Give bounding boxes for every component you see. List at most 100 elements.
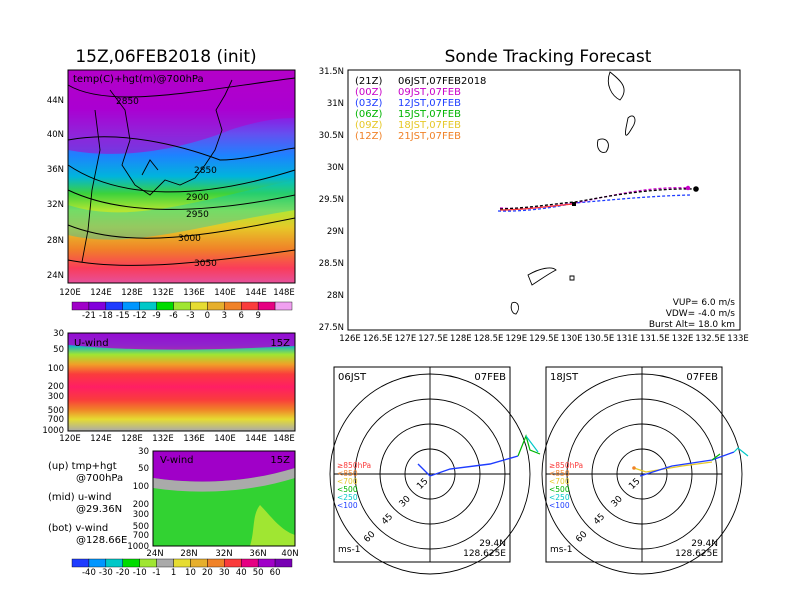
p-tick: 50: [138, 464, 149, 474]
colorbar-label: -10: [133, 568, 147, 578]
lon-tick: 127.5E: [418, 334, 448, 344]
u-wind-upper: [68, 333, 295, 350]
legend-code: (21Z): [355, 76, 382, 87]
colorbar-label: 50: [253, 568, 264, 578]
colorbar-swatch: [105, 301, 123, 311]
lon-tick: 132E: [672, 334, 694, 344]
legend-code: (09Z): [355, 120, 382, 131]
colorbar-swatch: [173, 558, 191, 568]
colorbar-swatch: [274, 558, 293, 568]
v-wind-upper: [153, 451, 295, 482]
colorbar-swatch: [173, 301, 191, 311]
colorbar-swatch: [241, 301, 259, 311]
colorbar-swatch: [207, 558, 225, 568]
hodograph-18jst: 18JST 07FEB29.4N128.625Ems-115304560≥850h…: [541, 366, 749, 575]
lat-tick: 40N: [47, 130, 64, 140]
colorbar-label: -3: [186, 311, 194, 321]
hodo-legend-item: ≥850hPa: [549, 461, 583, 470]
lon-tick: 126E: [339, 334, 361, 344]
contour-label: 2850: [116, 97, 139, 107]
lon-tick: 124E: [90, 288, 112, 298]
p-tick: 100: [133, 482, 149, 492]
p-tick: 30: [138, 447, 149, 457]
lon-tick: 132E: [152, 288, 174, 298]
colorbar-label: -20: [116, 568, 130, 578]
legend-code: (00Z): [355, 87, 382, 98]
colorbar-swatch: [122, 301, 140, 311]
hodo-legend-item: <700: [549, 477, 570, 486]
map-frame: [67, 69, 296, 284]
contour-line: [67, 217, 296, 239]
p-tick: 200: [48, 382, 64, 392]
colorbar-swatch: [224, 558, 242, 568]
colorbar-swatch: [257, 558, 276, 568]
colorbar-label: 9: [255, 311, 260, 321]
lon-tick: 144E: [245, 434, 267, 444]
sonde-tracks: [497, 185, 699, 212]
colorbar-label: 30: [219, 568, 230, 578]
lon-tick: 136E: [183, 288, 205, 298]
lat-tick: 29N: [327, 227, 344, 237]
island: [510, 301, 519, 315]
lon-tick: 124E: [90, 434, 112, 444]
colorbar-swatch: [88, 301, 107, 311]
hodo-time: 06JST: [338, 372, 367, 383]
colorbar-label: -1: [152, 568, 160, 578]
lon-tick: 120E: [59, 434, 81, 444]
colorbar-label: -12: [133, 311, 147, 321]
v-wind-lat-ticks: 24N 28N 32N 36N 40N: [146, 549, 298, 559]
colorbar-swatch: [71, 301, 90, 311]
island: [527, 267, 557, 286]
v-wind-lower: [250, 505, 295, 546]
colorbar-swatch: [224, 301, 242, 311]
colorbar-swatch: [122, 558, 140, 568]
lon-tick: 127E: [395, 334, 417, 344]
lon-tick: 136E: [183, 434, 205, 444]
contour-label: 3050: [194, 259, 217, 269]
hodo-legend-item: ≥850hPa: [337, 461, 371, 470]
lon-tick: 132E: [152, 434, 174, 444]
colorbar-swatch: [139, 558, 157, 568]
p-tick: 1000: [127, 542, 149, 552]
lat-tick: 27.5N: [319, 323, 344, 333]
legend-code: (03Z): [355, 98, 382, 109]
u-wind-label: U-wind: [74, 338, 109, 349]
note-line: @29.36N: [76, 504, 122, 515]
hodo-unit: ms-1: [338, 545, 360, 555]
lon-tick: 140E: [214, 288, 236, 298]
note-line: (up) tmp+hgt: [48, 461, 117, 472]
lat-tick: 28.5N: [319, 259, 344, 269]
colorbar-label: 0: [205, 311, 210, 321]
track-lat-ticks: 31.5N 31N 30.5N 30N 29.5N 29N 28.5N 28N 27.5N: [319, 67, 344, 333]
colorbar-label: 10: [185, 568, 196, 578]
colorbar-swatch: [190, 558, 208, 568]
notes: (up) tmp+hgt @700hPa (mid) u-wind @29.36…: [48, 461, 127, 546]
lon-tick: 131.5E: [640, 334, 670, 344]
lat-tick: 44N: [47, 96, 64, 106]
lat-tick: 30.5N: [319, 131, 344, 141]
lat-tick: 29.5N: [319, 195, 344, 205]
colorbar-swatch: [105, 558, 123, 568]
lon-tick: 128E: [450, 334, 472, 344]
lon-tick: 129.5E: [529, 334, 559, 344]
u-wind-lon-ticks: 120E 124E 128E 132E 136E 140E 144E 148E: [59, 434, 295, 444]
contour-line: [67, 164, 296, 193]
colorbar-swatch: [156, 301, 174, 311]
colorbar-label: 40: [236, 568, 247, 578]
colorbar-label: 1: [171, 568, 176, 578]
param-burst: Burst Alt= 18.0 km: [649, 320, 735, 330]
contour-label: 2950: [186, 210, 209, 220]
p-tick: 100: [48, 364, 64, 374]
temp-colorbar: -21 -18 -15 -12 -9 -6 -3 0 3 6 9: [71, 301, 293, 321]
lat-tick: 31.5N: [319, 67, 344, 77]
p-tick: 500: [133, 522, 149, 532]
hodo-legend-item: <500: [549, 485, 570, 494]
colorbar-swatch: [71, 558, 90, 568]
legend-time: 12JST,07FEB: [398, 98, 461, 109]
track-legend: (21Z) 06JST,07FEB2018 (00Z) 09JST,07FEB (03Z…: [355, 76, 486, 142]
colorbar-swatch: [207, 301, 225, 311]
lon-tick: 128E: [121, 288, 143, 298]
colorbar-swatch: [156, 558, 174, 568]
lon-tick: 131E: [616, 334, 638, 344]
